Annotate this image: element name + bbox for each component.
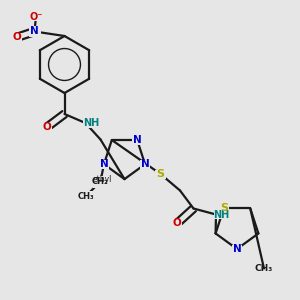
Text: N: N: [100, 159, 108, 169]
FancyBboxPatch shape: [41, 123, 52, 132]
Text: S: S: [157, 169, 164, 179]
FancyBboxPatch shape: [218, 204, 229, 213]
Text: N: N: [133, 135, 142, 145]
Text: N: N: [232, 244, 242, 254]
Text: CH₂: CH₂: [92, 177, 109, 186]
FancyBboxPatch shape: [172, 219, 182, 228]
Text: O⁻: O⁻: [29, 11, 43, 22]
Text: CH₃: CH₃: [77, 192, 94, 201]
FancyBboxPatch shape: [11, 33, 22, 42]
FancyBboxPatch shape: [232, 244, 242, 253]
FancyBboxPatch shape: [99, 160, 110, 169]
Text: CH₃: CH₃: [255, 264, 273, 273]
FancyBboxPatch shape: [78, 190, 93, 202]
Text: O: O: [12, 32, 21, 43]
FancyBboxPatch shape: [140, 160, 150, 169]
FancyBboxPatch shape: [83, 118, 99, 128]
FancyBboxPatch shape: [28, 26, 40, 37]
FancyBboxPatch shape: [93, 176, 108, 188]
Text: S: S: [220, 203, 228, 213]
Text: ethyl: ethyl: [92, 176, 112, 184]
Text: N: N: [141, 159, 149, 169]
FancyBboxPatch shape: [30, 12, 42, 21]
FancyBboxPatch shape: [132, 136, 142, 145]
Text: NH: NH: [83, 118, 99, 128]
FancyBboxPatch shape: [214, 209, 229, 220]
Text: NH: NH: [213, 209, 230, 220]
Text: N: N: [30, 26, 39, 37]
Text: O: O: [42, 122, 51, 133]
FancyBboxPatch shape: [155, 169, 166, 178]
Text: O: O: [172, 218, 182, 229]
